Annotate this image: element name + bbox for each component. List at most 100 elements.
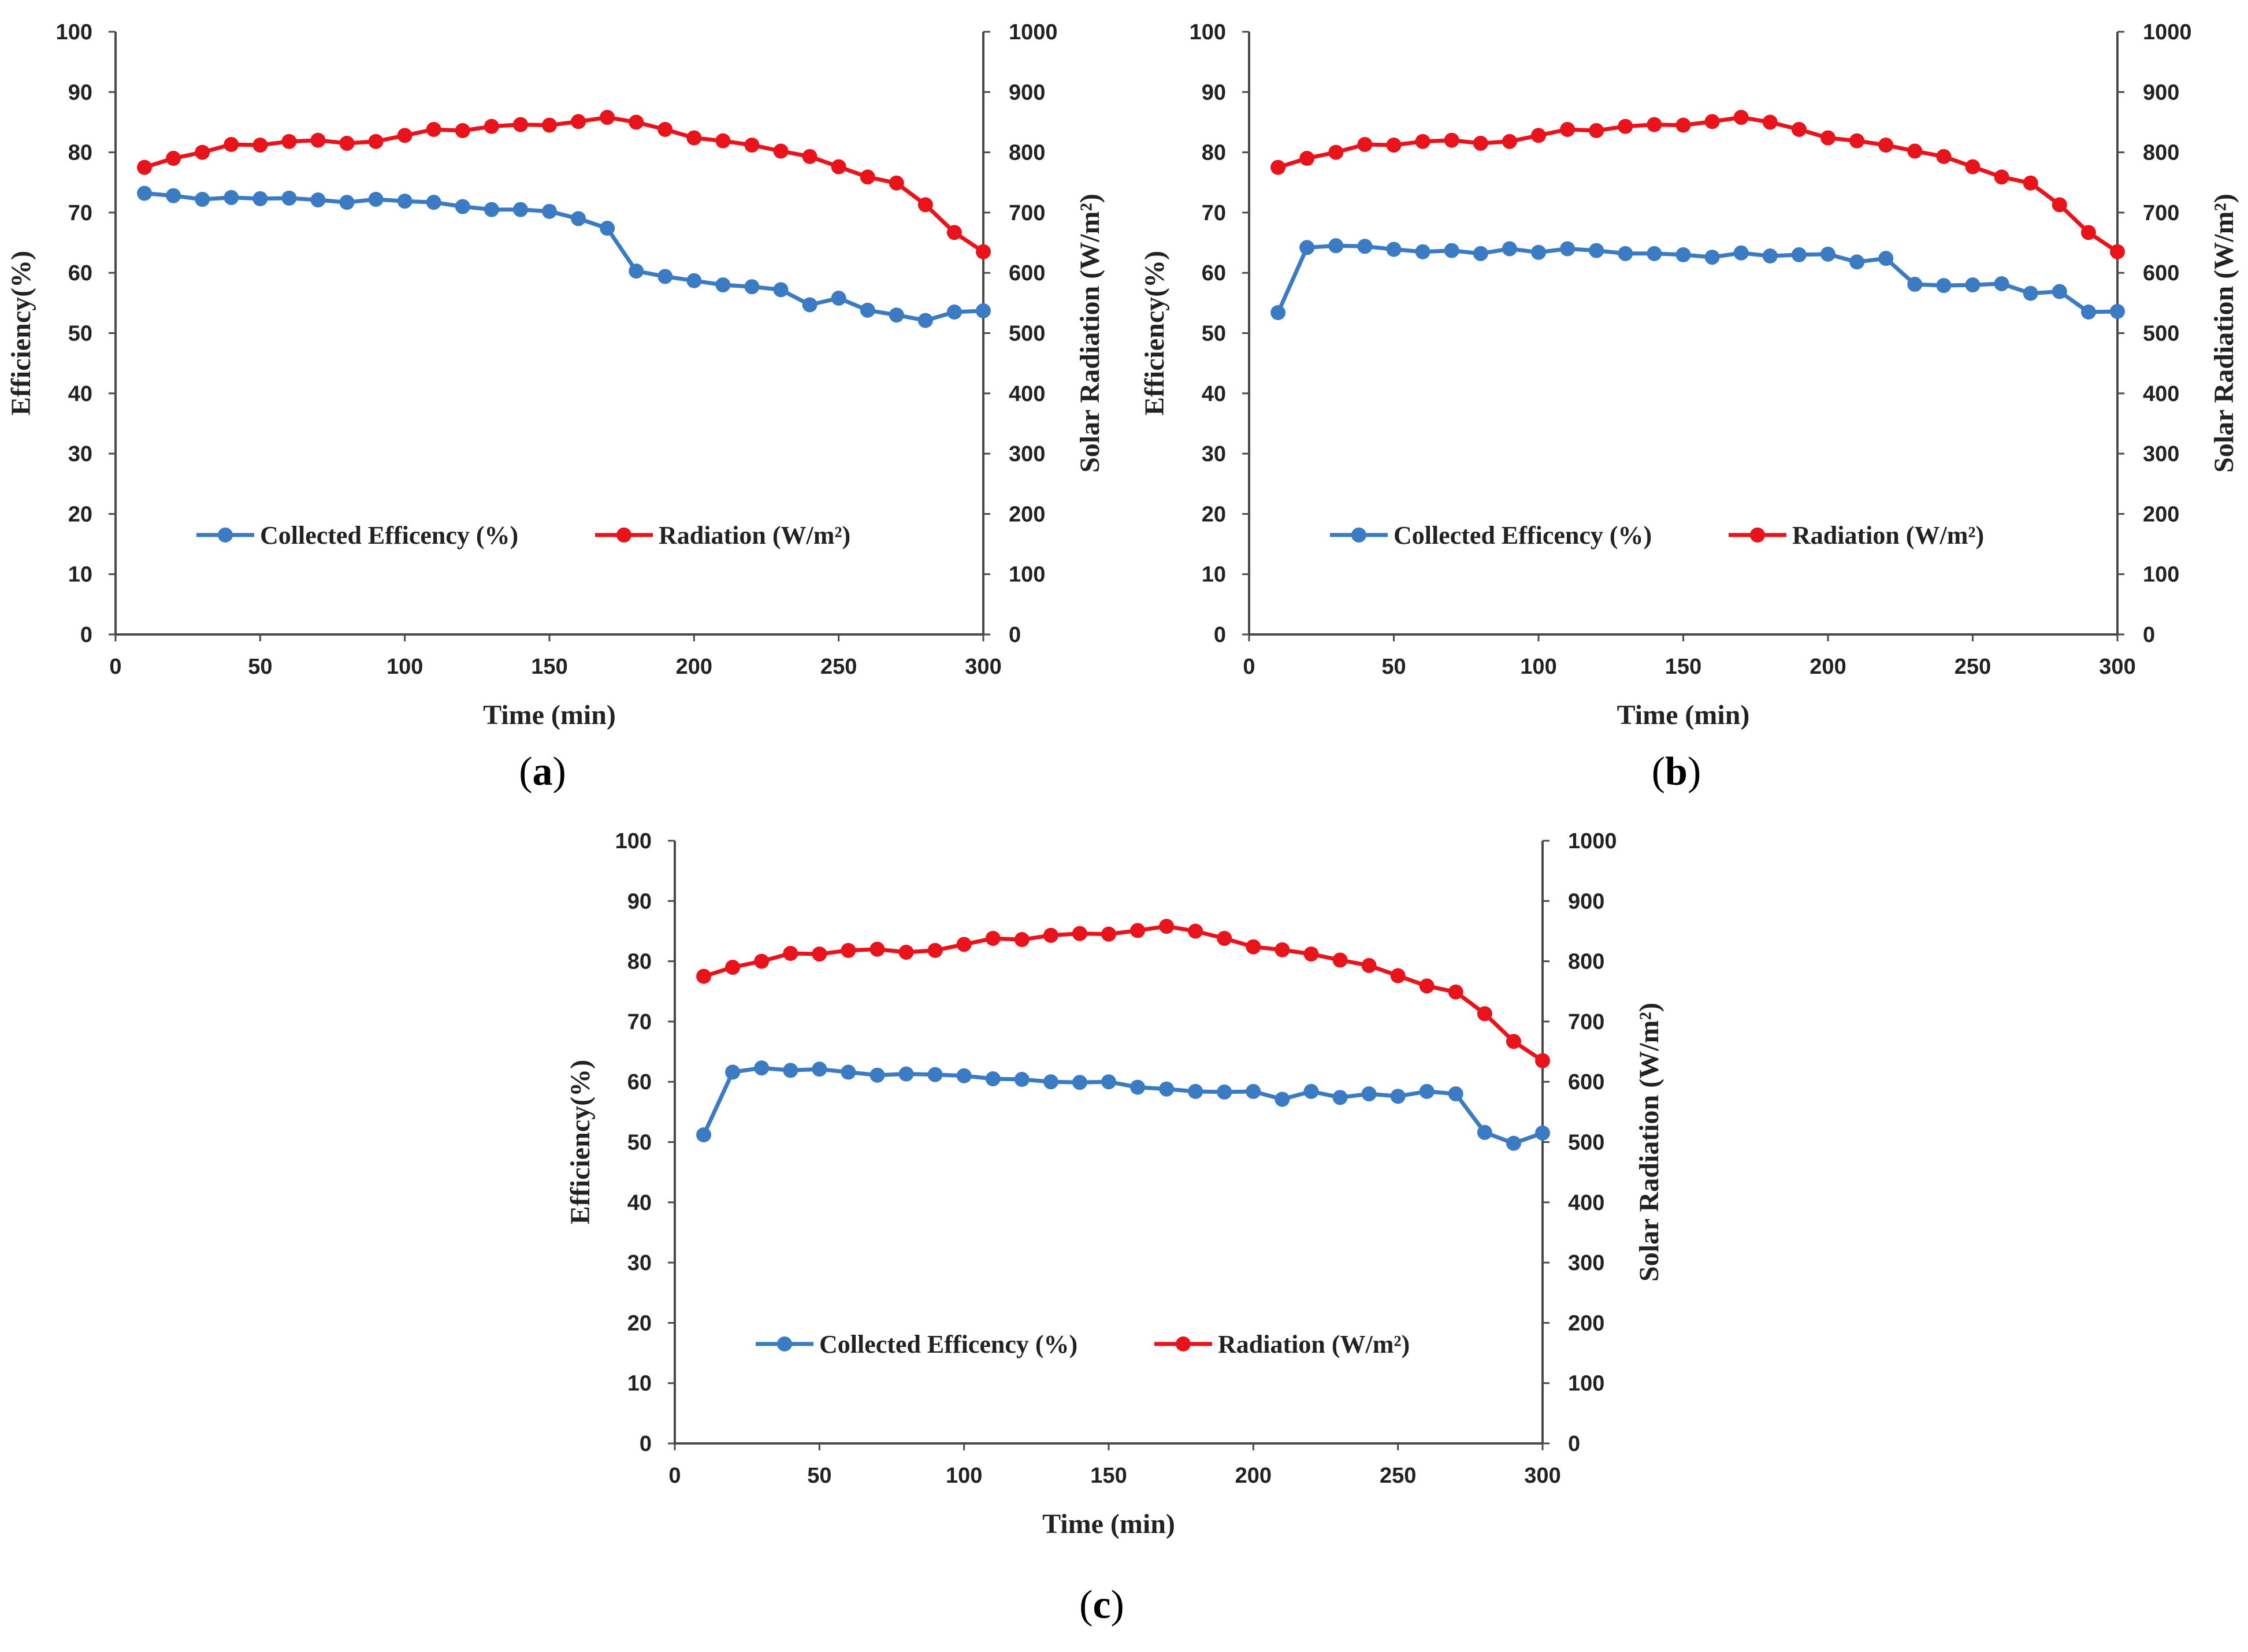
- data-point: [927, 942, 943, 958]
- data-point: [195, 191, 210, 207]
- data-point: [754, 1060, 770, 1076]
- data-point: [870, 1067, 885, 1083]
- data-point: [1361, 957, 1377, 973]
- left-y-tick-label: 100: [1190, 20, 1226, 44]
- data-point: [1820, 246, 1835, 262]
- data-point: [1675, 247, 1691, 262]
- right-y-tick-label: 400: [1009, 382, 1045, 406]
- data-point: [1159, 1081, 1175, 1097]
- data-point: [696, 1127, 712, 1142]
- data-point: [889, 175, 904, 191]
- left-y-tick-label: 0: [640, 1432, 652, 1456]
- x-tick-label: 250: [1955, 655, 1991, 679]
- x-axis-title: Time (min): [483, 700, 616, 730]
- legend-marker: [777, 1336, 792, 1352]
- data-point: [512, 117, 528, 132]
- data-point: [1357, 137, 1373, 153]
- data-point: [860, 302, 875, 318]
- data-point: [1299, 151, 1315, 166]
- data-point: [1618, 118, 1633, 134]
- right-y-tick-label: 700: [1009, 201, 1045, 225]
- data-point: [889, 307, 904, 323]
- x-tick-label: 200: [676, 655, 712, 679]
- left-y-tick-label: 20: [68, 502, 92, 526]
- left-y-tick-label: 70: [627, 1010, 652, 1034]
- data-point: [1419, 1083, 1435, 1099]
- data-point: [1072, 1075, 1087, 1090]
- data-point: [976, 244, 991, 259]
- data-point: [1444, 243, 1459, 258]
- left-y-tick-label: 80: [1202, 141, 1226, 165]
- left-y-tick-label: 90: [68, 80, 92, 105]
- right-y-tick-label: 700: [2143, 201, 2179, 225]
- series-efficiency: [1270, 238, 2125, 321]
- data-point: [812, 946, 827, 962]
- data-point: [1965, 277, 1981, 293]
- data-point: [725, 1064, 741, 1080]
- x-tick-label: 300: [1524, 1464, 1560, 1488]
- data-point: [397, 128, 413, 143]
- data-point: [1246, 939, 1261, 955]
- data-point: [976, 303, 991, 318]
- data-point: [657, 269, 673, 284]
- data-point: [870, 941, 885, 957]
- right-y-tick-label: 600: [1568, 1070, 1604, 1094]
- x-tick-label: 100: [1520, 655, 1556, 679]
- right-y-tick-label: 200: [2143, 502, 2179, 526]
- right-y-axis-title: Solar Radiation (W/m²): [1634, 1003, 1664, 1282]
- series-efficiency: [137, 185, 991, 328]
- legend-entry-efficiency: Collected Efficency (%): [1330, 521, 1652, 550]
- right-y-tick-label: 600: [2143, 261, 2179, 285]
- data-point: [917, 313, 933, 328]
- legend-entry-efficiency: Collected Efficency (%): [756, 1330, 1077, 1358]
- data-point: [1849, 254, 1865, 270]
- data-point: [368, 191, 384, 207]
- data-point: [802, 297, 818, 313]
- data-point: [946, 225, 962, 240]
- data-point: [455, 199, 470, 214]
- data-point: [1733, 110, 1749, 125]
- right-y-tick-label: 900: [2143, 80, 2179, 105]
- right-y-tick-label: 0: [1009, 623, 1021, 647]
- data-point: [1473, 135, 1488, 151]
- data-point: [1994, 169, 2009, 185]
- series-line: [144, 115, 984, 254]
- data-point: [426, 195, 441, 210]
- x-tick-label: 250: [820, 655, 857, 679]
- data-point: [1014, 932, 1030, 948]
- data-point: [1246, 1083, 1261, 1099]
- data-point: [1506, 1034, 1521, 1049]
- data-point: [1733, 245, 1749, 261]
- data-point: [696, 968, 712, 984]
- right-y-tick-label: 100: [2143, 563, 2179, 587]
- data-point: [629, 263, 644, 279]
- data-point: [1820, 130, 1835, 146]
- data-point: [426, 121, 441, 137]
- data-point: [812, 1061, 827, 1077]
- data-point: [1217, 930, 1232, 946]
- data-point: [1299, 240, 1315, 255]
- data-point: [1647, 117, 1662, 132]
- data-point: [1415, 133, 1430, 149]
- right-y-axis-title: Solar Radiation (W/m²): [1075, 194, 1105, 473]
- left-y-tick-label: 50: [68, 322, 92, 346]
- data-point: [1506, 1135, 1521, 1151]
- left-y-tick-label: 0: [1214, 623, 1226, 647]
- series-line: [703, 924, 1544, 1063]
- x-tick-label: 100: [387, 655, 423, 679]
- data-point: [1188, 1083, 1203, 1099]
- x-tick-label: 200: [1809, 655, 1846, 679]
- data-point: [1762, 114, 1778, 130]
- right-y-tick-label: 400: [1568, 1191, 1604, 1215]
- right-y-tick-label: 500: [1568, 1131, 1604, 1155]
- data-point: [917, 197, 933, 213]
- data-point: [571, 114, 586, 129]
- data-point: [1357, 239, 1373, 254]
- panel-label: (b): [1652, 749, 1701, 794]
- data-point: [946, 304, 962, 320]
- left-y-tick-label: 30: [627, 1251, 652, 1275]
- left-y-tick-label: 10: [68, 563, 92, 587]
- data-point: [542, 117, 557, 133]
- series-line: [1276, 243, 2118, 314]
- data-point: [1072, 926, 1087, 941]
